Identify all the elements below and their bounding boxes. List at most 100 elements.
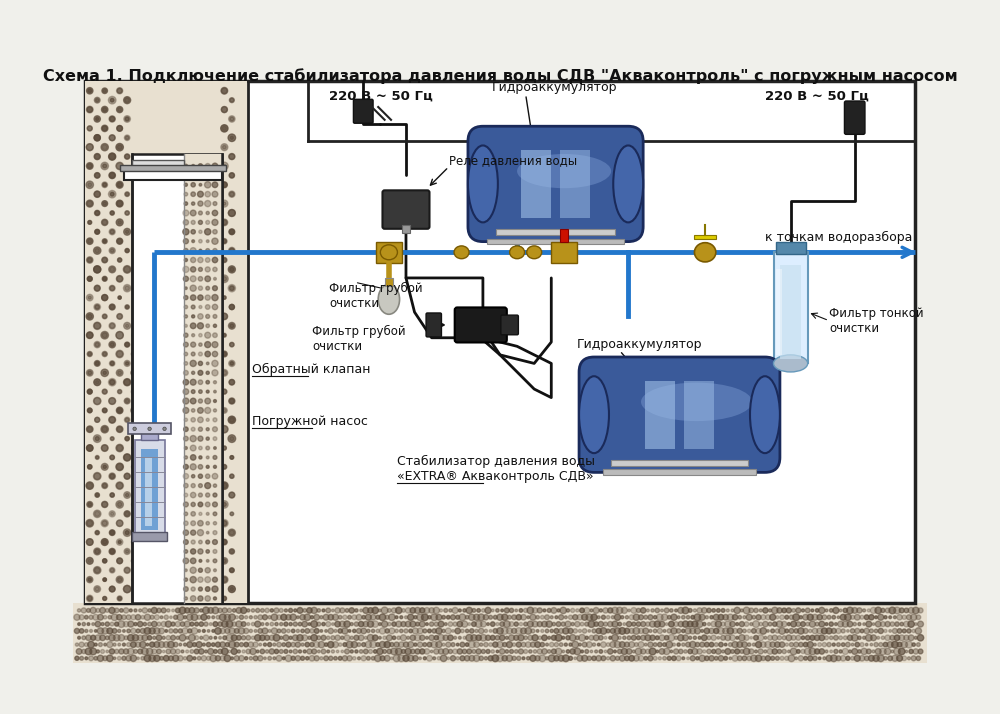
Circle shape bbox=[732, 615, 738, 620]
Circle shape bbox=[763, 608, 768, 613]
Circle shape bbox=[303, 650, 306, 653]
Circle shape bbox=[557, 609, 560, 612]
Circle shape bbox=[768, 635, 773, 640]
Circle shape bbox=[220, 628, 225, 633]
Circle shape bbox=[891, 650, 894, 653]
Circle shape bbox=[744, 622, 749, 626]
Circle shape bbox=[696, 620, 703, 628]
Circle shape bbox=[408, 614, 414, 620]
Circle shape bbox=[116, 200, 123, 207]
Circle shape bbox=[525, 628, 532, 634]
Circle shape bbox=[468, 641, 475, 648]
Circle shape bbox=[205, 568, 210, 573]
Circle shape bbox=[110, 437, 114, 441]
Circle shape bbox=[207, 502, 212, 507]
Circle shape bbox=[214, 323, 220, 329]
Circle shape bbox=[153, 636, 156, 639]
Circle shape bbox=[154, 398, 160, 404]
Circle shape bbox=[202, 643, 205, 646]
Circle shape bbox=[229, 154, 235, 160]
Circle shape bbox=[191, 512, 195, 516]
Circle shape bbox=[95, 493, 99, 497]
Circle shape bbox=[226, 620, 233, 628]
Circle shape bbox=[86, 539, 93, 545]
Circle shape bbox=[601, 656, 606, 660]
Circle shape bbox=[512, 656, 516, 660]
Circle shape bbox=[102, 257, 108, 263]
Circle shape bbox=[878, 614, 884, 620]
Circle shape bbox=[805, 635, 810, 640]
Circle shape bbox=[161, 558, 168, 564]
Circle shape bbox=[580, 608, 584, 613]
Circle shape bbox=[184, 512, 188, 516]
Circle shape bbox=[198, 361, 203, 366]
Circle shape bbox=[542, 621, 547, 627]
Circle shape bbox=[215, 628, 221, 634]
Circle shape bbox=[893, 615, 896, 619]
Circle shape bbox=[286, 642, 291, 647]
Circle shape bbox=[776, 615, 779, 619]
Circle shape bbox=[843, 635, 847, 640]
Circle shape bbox=[888, 656, 893, 660]
Circle shape bbox=[124, 135, 130, 141]
Circle shape bbox=[190, 493, 196, 498]
Circle shape bbox=[235, 615, 238, 619]
Circle shape bbox=[192, 540, 197, 545]
Circle shape bbox=[208, 333, 211, 337]
Circle shape bbox=[571, 608, 575, 613]
Circle shape bbox=[682, 657, 685, 660]
Bar bbox=[496, 228, 615, 235]
Circle shape bbox=[163, 503, 167, 506]
Circle shape bbox=[228, 134, 236, 141]
Circle shape bbox=[94, 473, 100, 480]
Circle shape bbox=[289, 623, 292, 625]
Circle shape bbox=[527, 616, 530, 618]
Circle shape bbox=[367, 629, 370, 633]
Circle shape bbox=[162, 595, 167, 601]
Circle shape bbox=[91, 635, 96, 640]
Circle shape bbox=[562, 636, 565, 639]
Circle shape bbox=[777, 608, 782, 613]
Circle shape bbox=[501, 628, 508, 634]
Circle shape bbox=[912, 643, 915, 646]
Circle shape bbox=[667, 615, 671, 619]
Circle shape bbox=[363, 649, 368, 654]
Bar bbox=[124, 167, 222, 180]
Circle shape bbox=[101, 369, 108, 376]
Circle shape bbox=[214, 398, 220, 404]
Circle shape bbox=[208, 353, 211, 356]
Circle shape bbox=[198, 474, 203, 478]
Circle shape bbox=[205, 502, 210, 507]
Circle shape bbox=[387, 608, 391, 613]
Circle shape bbox=[80, 656, 84, 660]
Circle shape bbox=[875, 648, 881, 655]
Circle shape bbox=[157, 622, 161, 626]
Circle shape bbox=[170, 418, 174, 422]
Circle shape bbox=[812, 628, 818, 634]
Circle shape bbox=[214, 278, 216, 280]
Circle shape bbox=[125, 343, 129, 346]
Circle shape bbox=[94, 510, 101, 518]
Circle shape bbox=[87, 276, 92, 281]
Circle shape bbox=[588, 620, 595, 628]
Circle shape bbox=[717, 636, 720, 639]
Circle shape bbox=[448, 649, 453, 653]
Circle shape bbox=[839, 650, 842, 653]
Circle shape bbox=[545, 629, 549, 633]
Circle shape bbox=[764, 636, 767, 639]
Circle shape bbox=[214, 636, 217, 639]
Circle shape bbox=[875, 616, 877, 618]
Circle shape bbox=[118, 390, 122, 393]
Circle shape bbox=[177, 426, 182, 432]
Circle shape bbox=[215, 456, 219, 459]
Circle shape bbox=[223, 408, 226, 412]
Circle shape bbox=[693, 636, 696, 639]
Circle shape bbox=[146, 643, 149, 646]
Circle shape bbox=[699, 614, 705, 620]
Circle shape bbox=[636, 622, 641, 626]
Circle shape bbox=[184, 164, 188, 168]
Circle shape bbox=[222, 258, 226, 262]
Circle shape bbox=[353, 629, 356, 633]
Circle shape bbox=[465, 615, 469, 619]
Circle shape bbox=[206, 418, 209, 421]
